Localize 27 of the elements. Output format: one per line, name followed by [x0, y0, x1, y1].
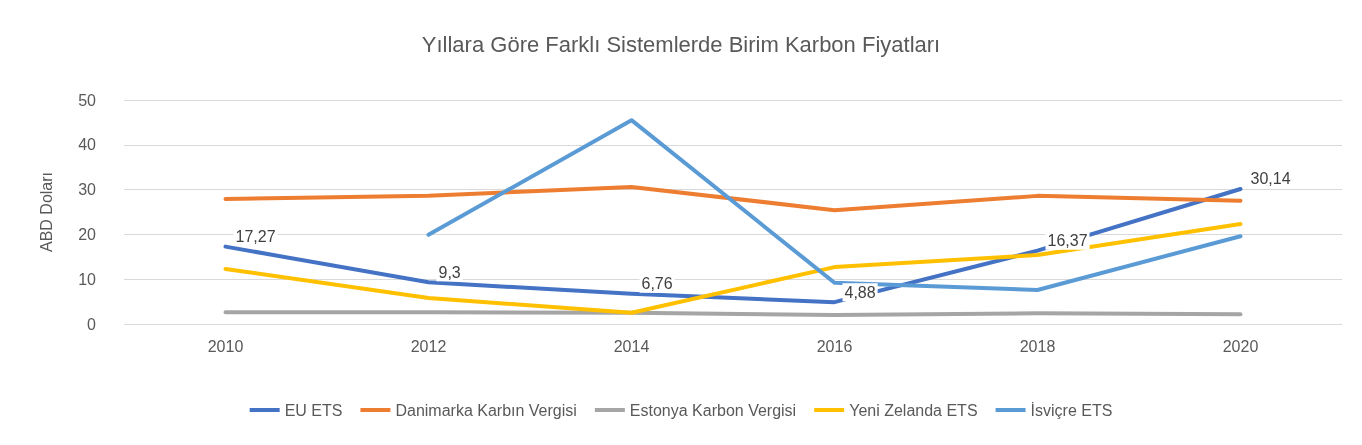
data-label: 30,14 — [1250, 170, 1291, 188]
x-tick-label: 2012 — [410, 337, 447, 355]
y-tick-label: 50 — [78, 91, 97, 109]
legend-label: Estonya Karbon Vergisi — [629, 401, 797, 419]
y-tick-label: 0 — [87, 315, 97, 333]
data-label: 16,37 — [1047, 232, 1088, 250]
data-label: 9,3 — [438, 263, 461, 281]
y-tick-label: 10 — [78, 270, 97, 288]
data-label: 6,76 — [641, 275, 673, 293]
x-tick-label: 2020 — [1222, 337, 1259, 355]
legend-label: Danimarka Karbın Vergisi — [395, 401, 577, 419]
chart-title: Yıllara Göre Farklı Sistemlerde Birim Karbon Fiyatları — [421, 31, 941, 57]
x-tick-label: 2016 — [816, 337, 853, 355]
y-tick-label: 40 — [78, 136, 97, 154]
y-tick-label: 30 — [78, 181, 97, 199]
line-series — [223, 222, 1243, 315]
y-tick-label: 20 — [78, 225, 97, 243]
legend-label: Yeni Zelanda ETS — [849, 401, 978, 419]
data-label: 4,88 — [844, 283, 876, 301]
legend-label: İsviçre ETS — [1030, 400, 1113, 419]
y-axis-title: ABD Doları — [37, 171, 55, 253]
data-label: 17,27 — [235, 228, 276, 246]
x-tick-label: 2014 — [613, 337, 650, 355]
x-tick-label: 2010 — [207, 337, 244, 355]
line-series — [223, 184, 1243, 213]
legend-label: EU ETS — [284, 401, 343, 419]
x-tick-label: 2018 — [1019, 337, 1056, 355]
